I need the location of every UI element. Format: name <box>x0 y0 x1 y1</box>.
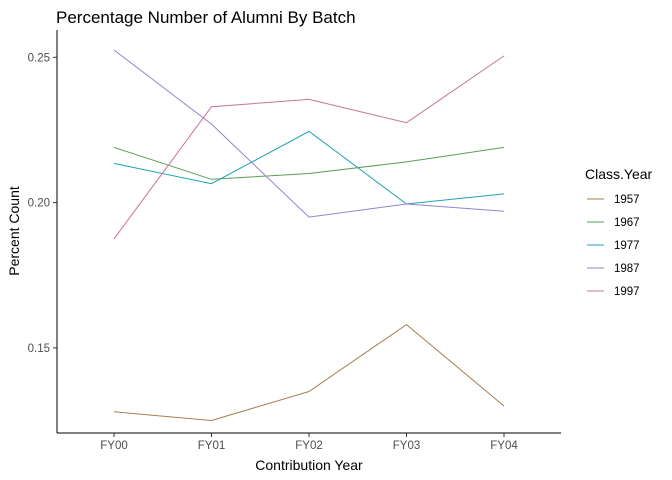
legend-label-1987: 1987 <box>614 263 640 275</box>
plot-area: FY00 FY01 FY02 FY03 FY04 0.15 0.20 0.25 <box>28 30 561 452</box>
y-axis-title: Percent Count <box>6 186 22 276</box>
x-tick-label: FY03 <box>393 440 421 452</box>
chart-title: Percentage Number of Alumni By Batch <box>56 8 356 27</box>
legend-label-1957: 1957 <box>614 194 640 206</box>
series-line-1997 <box>113 55 505 240</box>
x-tick-label: FY01 <box>198 440 226 452</box>
x-tick-label: FY00 <box>100 440 128 452</box>
legend: Class.Year 1957 1967 1977 1987 1997 <box>585 166 653 298</box>
legend-label-1977: 1977 <box>614 240 640 252</box>
y-ticks: 0.15 0.20 0.25 <box>28 52 57 355</box>
y-tick-label: 0.25 <box>28 52 50 64</box>
legend-label-1997: 1997 <box>614 286 640 298</box>
x-ticks: FY00 FY01 FY02 FY03 FY04 <box>100 433 518 452</box>
series-line-1967 <box>113 146 505 180</box>
x-axis-title: Contribution Year <box>255 457 363 473</box>
y-tick-label: 0.15 <box>28 343 50 355</box>
legend-label-1967: 1967 <box>614 217 640 229</box>
series-line-1987 <box>113 49 505 218</box>
y-tick-label: 0.20 <box>28 198 50 210</box>
legend-items: 1957 1967 1977 1987 1997 <box>587 194 640 298</box>
x-tick-label: FY02 <box>295 440 323 452</box>
legend-title: Class.Year <box>585 166 653 182</box>
series-line-1977 <box>113 130 505 205</box>
series-layer <box>113 49 505 422</box>
x-tick-label: FY04 <box>490 440 518 452</box>
series-line-1957 <box>113 323 505 422</box>
